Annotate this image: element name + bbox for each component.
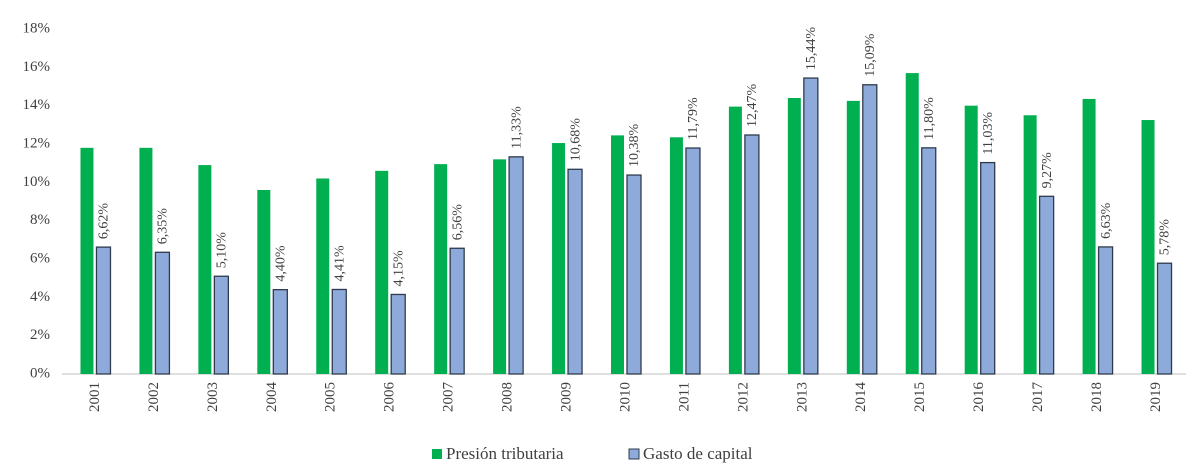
legend-swatch	[432, 449, 442, 459]
x-tick-label: 2007	[441, 382, 457, 413]
y-tick-label: 2%	[30, 327, 50, 343]
y-tick-label: 12%	[23, 135, 51, 151]
bar	[980, 161, 996, 375]
bar	[905, 73, 919, 374]
value-label: 10,68%	[568, 118, 583, 162]
y-tick-label: 14%	[23, 97, 51, 113]
bar	[257, 190, 271, 374]
bar	[1156, 262, 1173, 375]
bar	[1023, 115, 1037, 374]
bar	[80, 147, 94, 374]
x-tick-label: 2016	[971, 382, 987, 413]
value-label: 6,35%	[156, 208, 171, 245]
bar	[787, 98, 801, 374]
bar	[434, 164, 448, 374]
x-tick-label: 2019	[1148, 382, 1164, 412]
value-label: 5,78%	[1158, 219, 1173, 256]
y-tick-label: 16%	[23, 59, 51, 75]
bar	[862, 84, 878, 375]
x-tick-label: 2010	[617, 382, 633, 412]
value-label: 15,09%	[863, 33, 878, 77]
bar	[567, 168, 583, 375]
bar	[1082, 98, 1096, 374]
bar	[331, 288, 347, 375]
value-label: 6,56%	[450, 204, 465, 241]
y-tick-label: 4%	[30, 289, 50, 305]
bar	[1097, 246, 1114, 375]
legend-label: Presión tributaria	[446, 444, 564, 463]
bar	[213, 275, 230, 375]
value-label: 15,44%	[804, 27, 819, 71]
legend-label: Gasto de capital	[643, 444, 753, 463]
x-tick-label: 2017	[1030, 382, 1046, 413]
value-label: 11,33%	[509, 106, 524, 149]
value-label: 4,40%	[274, 245, 289, 282]
x-tick-label: 2018	[1089, 382, 1105, 412]
value-label: 4,41%	[332, 245, 347, 282]
x-tick-label: 2009	[558, 382, 574, 412]
value-label: 9,27%	[1040, 152, 1055, 189]
bar	[846, 100, 860, 374]
bar	[154, 251, 171, 375]
x-tick-label: 2004	[264, 382, 280, 413]
value-label: 10,38%	[627, 124, 642, 168]
x-tick-label: 2011	[676, 382, 692, 411]
bar	[744, 134, 760, 375]
y-tick-label: 6%	[30, 250, 50, 266]
bar	[95, 246, 112, 375]
bar	[964, 105, 978, 375]
y-tick-label: 18%	[23, 20, 51, 36]
y-tick-label: 8%	[30, 212, 50, 228]
bar	[611, 135, 624, 374]
bar	[1141, 120, 1155, 375]
bar	[921, 147, 937, 375]
bar	[449, 247, 465, 375]
value-label: 12,47%	[745, 83, 760, 127]
y-tick-label: 0%	[30, 365, 50, 381]
y-tick-label: 10%	[23, 174, 51, 190]
value-label: 11,80%	[922, 97, 937, 140]
x-tick-label: 2005	[323, 382, 339, 412]
value-label: 6,63%	[1099, 202, 1114, 239]
bar	[316, 178, 330, 374]
x-tick-label: 2003	[205, 382, 221, 412]
bar	[1038, 195, 1055, 375]
bar	[803, 77, 819, 375]
bar	[508, 156, 524, 375]
bar	[139, 147, 153, 374]
value-label: 4,15%	[391, 250, 406, 287]
x-tick-label: 2015	[912, 382, 928, 412]
x-tick-label: 2001	[87, 382, 103, 412]
legend-swatch	[628, 448, 640, 460]
bar	[493, 159, 507, 374]
bar	[390, 293, 406, 375]
x-tick-label: 2006	[382, 382, 398, 413]
x-tick-label: 2014	[853, 382, 869, 413]
bar	[375, 170, 389, 374]
bar	[552, 143, 566, 374]
bar	[626, 174, 642, 375]
bar	[198, 165, 212, 374]
bar	[669, 137, 683, 374]
value-label: 11,03%	[981, 112, 996, 155]
x-tick-label: 2002	[146, 382, 162, 412]
value-label: 6,62%	[97, 203, 112, 240]
bar	[272, 289, 288, 375]
value-label: 5,10%	[215, 232, 230, 268]
x-tick-label: 2013	[794, 382, 810, 412]
bar	[728, 106, 742, 374]
bar	[685, 147, 701, 375]
x-tick-label: 2012	[735, 382, 751, 412]
x-tick-label: 2008	[500, 382, 516, 412]
value-label: 11,79%	[686, 97, 701, 140]
